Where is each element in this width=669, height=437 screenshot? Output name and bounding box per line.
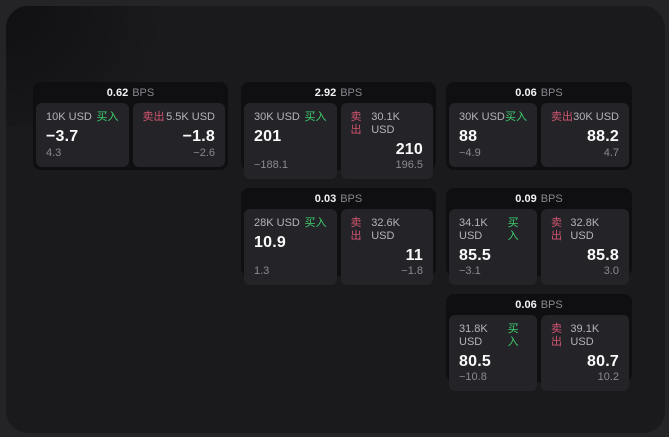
bps-value: 0.62 [106,86,129,99]
sell-price: 85.8 [587,247,619,264]
buy-quote-tile[interactable]: 10K USD 买入 −3.7 4.3 [36,103,129,167]
quote-card: 0.03 BPS 28K USD 买入 10.9 1.3 卖出 32.6K US… [241,188,436,285]
sell-amount: 39.1K USD [570,323,600,348]
bps-value: 0.06 [515,86,537,99]
sell-quote-tile[interactable]: 卖出 39.1K USD 80.7 10.2 [541,315,629,391]
bps-unit: BPS [540,298,563,311]
buy-price: 85.5 [459,247,491,264]
sell-delta: 3.0 [603,265,619,277]
sell-delta: 196.5 [395,159,423,171]
sell-amount: 5.5K USD [166,111,215,123]
quote-panels: 31.8K USD 买入 80.5 −10.8 卖出 39.1K USD 80.… [446,315,632,394]
buy-amount: 30K USD [459,111,505,123]
buy-label: 买入 [507,217,519,242]
quote-card: 0.06 BPS 31.8K USD 买入 80.5 −10.8 卖出 39.1… [446,294,632,391]
buy-delta: −10.8 [459,371,487,383]
sell-price: 80.7 [587,353,619,370]
sell-quote-tile[interactable]: 卖出 5.5K USD −1.8 −2.6 [132,103,225,167]
buy-label: 买入 [304,217,327,229]
quote-panels: 34.1K USD 买入 85.5 −3.1 卖出 32.8K USD 85.8… [446,209,632,288]
buy-label: 买入 [304,111,327,123]
bps-header: 0.62 BPS [33,82,228,103]
buy-price: 201 [254,128,282,145]
bps-header: 0.06 BPS [446,294,632,315]
buy-delta: 1.3 [254,265,270,277]
sell-amount: 32.8K USD [570,217,600,242]
sell-delta: −2.6 [193,147,215,159]
buy-price: −3.7 [46,128,79,145]
buy-amount: 34.1K USD [459,217,488,242]
buy-label: 买入 [507,323,519,348]
sell-label: 卖出 [551,217,562,242]
bps-value: 0.09 [515,192,537,205]
bps-value: 2.92 [314,86,337,99]
buy-delta: −4.9 [459,147,481,159]
buy-amount: 28K USD [254,217,300,229]
bps-unit: BPS [540,86,563,99]
quote-card: 0.62 BPS 10K USD 买入 −3.7 4.3 卖出 5.5K USD… [33,82,228,170]
buy-amount: 10K USD [46,111,92,123]
bps-header: 0.03 BPS [241,188,436,209]
bps-unit: BPS [132,86,155,99]
buy-amount: 31.8K USD [459,323,488,348]
buy-price: 88 [459,128,478,145]
buy-label: 买入 [505,111,527,123]
bps-unit: BPS [340,86,363,99]
buy-quote-tile[interactable]: 30K USD 买入 88 −4.9 [449,103,537,167]
buy-label: 买入 [96,111,119,123]
sell-price: 88.2 [587,128,619,145]
sell-delta: −1.8 [401,265,423,277]
sell-label: 卖出 [350,111,362,136]
sell-amount: 30.1K USD [371,111,400,136]
bps-value: 0.03 [314,192,337,205]
bps-header: 0.06 BPS [446,82,632,103]
buy-quote-tile[interactable]: 34.1K USD 买入 85.5 −3.1 [449,209,537,285]
sell-price: 210 [395,141,423,158]
quote-card: 2.92 BPS 30K USD 买入 201 −188.1 卖出 30.1K … [241,82,436,179]
buy-delta: −3.1 [459,265,481,277]
buy-price: 10.9 [254,234,286,251]
quote-panels: 30K USD 买入 88 −4.9 卖出 30K USD 88.2 4.7 [446,103,632,170]
sell-quote-tile[interactable]: 卖出 32.6K USD 11 −1.8 [340,209,433,285]
buy-quote-tile[interactable]: 30K USD 买入 201 −188.1 [244,103,337,179]
bps-header: 0.09 BPS [446,188,632,209]
sell-label: 卖出 [350,217,362,242]
bps-unit: BPS [340,192,363,205]
sell-amount: 32.6K USD [371,217,400,242]
sell-quote-tile[interactable]: 卖出 30K USD 88.2 4.7 [541,103,629,167]
buy-delta: 4.3 [46,147,62,159]
sell-price: 11 [405,247,423,264]
sell-amount: 30K USD [573,111,619,123]
sell-quote-tile[interactable]: 卖出 30.1K USD 210 196.5 [340,103,433,179]
sell-label: 卖出 [142,111,165,123]
sell-label: 卖出 [551,111,573,123]
buy-price: 80.5 [459,353,491,370]
app-window: 0.62 BPS 10K USD 买入 −3.7 4.3 卖出 5.5K USD… [6,6,665,433]
buy-quote-tile[interactable]: 28K USD 买入 10.9 1.3 [244,209,337,285]
bps-value: 0.06 [515,298,537,311]
sell-delta: 10.2 [597,371,619,383]
buy-quote-tile[interactable]: 31.8K USD 买入 80.5 −10.8 [449,315,537,391]
quote-panels: 28K USD 买入 10.9 1.3 卖出 32.6K USD 11 −1.8 [241,209,436,288]
bps-header: 2.92 BPS [241,82,436,103]
bps-unit: BPS [540,192,563,205]
buy-delta: −188.1 [254,159,288,171]
quote-panels: 30K USD 买入 201 −188.1 卖出 30.1K USD 210 1… [241,103,436,182]
sell-delta: 4.7 [603,147,619,159]
quote-panels: 10K USD 买入 −3.7 4.3 卖出 5.5K USD −1.8 −2.… [33,103,228,170]
quote-card: 0.09 BPS 34.1K USD 买入 85.5 −3.1 卖出 32.8K… [446,188,632,285]
sell-price: −1.8 [182,128,215,145]
quote-card: 0.06 BPS 30K USD 买入 88 −4.9 卖出 30K USD 8… [446,82,632,170]
sell-quote-tile[interactable]: 卖出 32.8K USD 85.8 3.0 [541,209,629,285]
buy-amount: 30K USD [254,111,300,123]
sell-label: 卖出 [551,323,562,348]
